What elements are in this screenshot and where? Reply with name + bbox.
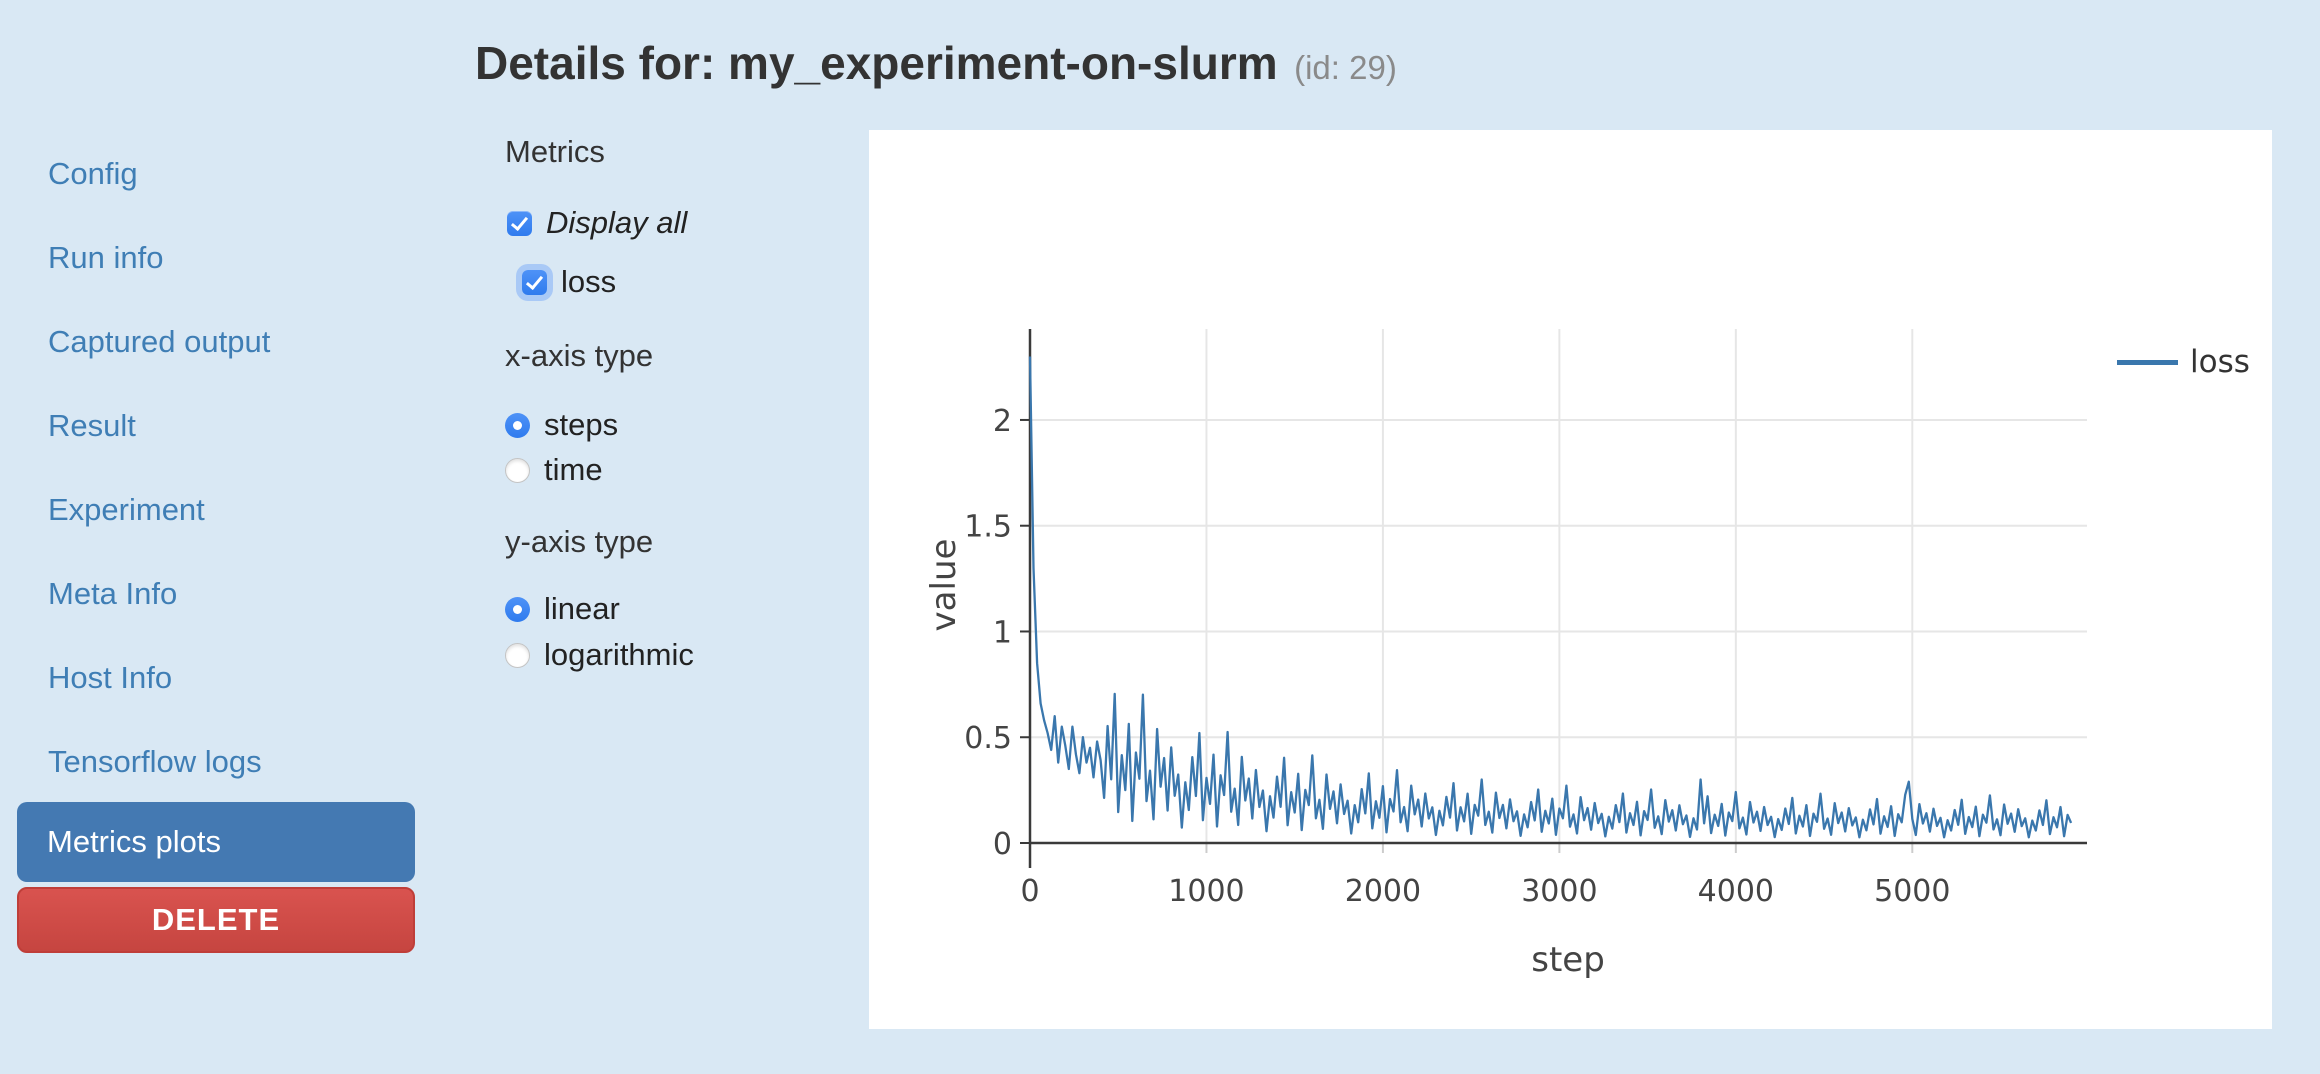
legend-item-loss[interactable]: loss — [2117, 342, 2250, 382]
sidebar-item: Host Info — [48, 660, 270, 744]
y-axis-type-heading: y-axis type — [505, 524, 654, 559]
page-title-id: (id: 29) — [1294, 49, 1397, 86]
sidebar-item-host-info[interactable]: Host Info — [48, 660, 173, 695]
steps-radio[interactable] — [505, 412, 530, 438]
sidebar-item-metrics-plots[interactable]: Metrics plots — [17, 802, 415, 882]
delete-button[interactable]: DELETE — [17, 887, 415, 953]
loss-checkbox-label: loss — [561, 264, 617, 299]
sidebar-item: Captured output — [48, 324, 270, 408]
logarithmic-radio-label: logarithmic — [544, 637, 694, 672]
y-axis-title: value — [924, 538, 964, 632]
y-tick-label: 2 — [993, 404, 1012, 439]
sidebar-item: Result — [48, 408, 270, 492]
x-tick-label: 1000 — [1168, 874, 1244, 909]
sidebar-item-captured-output[interactable]: Captured output — [48, 324, 271, 359]
y-tick-label: 0.5 — [964, 721, 1012, 756]
sidebar-item-result[interactable]: Result — [48, 408, 136, 443]
sidebar: Config Run info Captured output Result Exper… — [0, 0, 440, 1074]
page-title: Details for: my_experiment-on-slurm (id:… — [475, 36, 1397, 90]
sidebar-item-metrics-plots-label: Metrics plots — [47, 824, 221, 859]
x-tick-label: 0 — [1020, 874, 1039, 909]
legend-label: loss — [2190, 344, 2250, 380]
sidebar-item-run-info[interactable]: Run info — [48, 240, 164, 275]
sidebar-nav-list: Config Run info Captured output Result Exper… — [48, 156, 270, 828]
metric-checkbox-row-loss: loss — [522, 264, 616, 300]
x-axis-title: step — [1531, 940, 1605, 980]
x-tick-label: 2000 — [1345, 874, 1421, 909]
sidebar-item-config[interactable]: Config — [48, 156, 138, 191]
display-all-checkbox[interactable] — [507, 210, 532, 236]
display-all-label: Display all — [546, 205, 688, 240]
sidebar-item: Tensorflow logs — [48, 744, 270, 828]
sidebar-item: Experiment — [48, 492, 270, 576]
loss-chart-canvas[interactable]: 0 0.5 1 1.5 2 0 1000 2000 3000 4000 5000 — [869, 130, 2272, 1029]
x-tick-label: 3000 — [1521, 874, 1597, 909]
sidebar-item-meta-info[interactable]: Meta Info — [48, 576, 178, 611]
loss-line — [1028, 356, 2073, 839]
sidebar-item-tensorflow-logs[interactable]: Tensorflow logs — [48, 744, 262, 779]
x-tick-label: 4000 — [1698, 874, 1774, 909]
page-title-text: Details for: my_experiment-on-slurm — [475, 37, 1278, 89]
y-tick-label: 1 — [993, 615, 1012, 650]
delete-button-label: DELETE — [151, 902, 281, 937]
y-axis-radio-row-logarithmic: logarithmic — [505, 637, 694, 673]
x-axis-radio-row-steps: steps — [505, 407, 618, 443]
sidebar-item: Meta Info — [48, 576, 270, 660]
time-radio-label: time — [544, 452, 603, 487]
logarithmic-radio[interactable] — [505, 642, 530, 668]
metrics-heading: Metrics — [505, 134, 605, 169]
sidebar-item: Run info — [48, 240, 270, 324]
sidebar-item-experiment[interactable]: Experiment — [48, 492, 205, 527]
linear-radio[interactable] — [505, 596, 530, 622]
metrics-plot-panel: 0 0.5 1 1.5 2 0 1000 2000 3000 4000 5000 value ste… — [869, 130, 2272, 1029]
loss-checkbox[interactable] — [522, 269, 547, 295]
y-tick-label: 0 — [993, 827, 1012, 862]
y-axis-radio-row-linear: linear — [505, 591, 620, 627]
x-axis-radio-row-time: time — [505, 452, 603, 488]
linear-radio-label: linear — [544, 591, 620, 626]
display-all-checkbox-row: Display all — [507, 205, 687, 241]
x-tick-label: 5000 — [1874, 874, 1950, 909]
sidebar-item: Config — [48, 156, 270, 240]
time-radio[interactable] — [505, 457, 530, 483]
x-axis-type-heading: x-axis type — [505, 338, 654, 373]
legend-line-swatch — [2117, 359, 2178, 365]
steps-radio-label: steps — [544, 407, 619, 442]
y-tick-label: 1.5 — [964, 510, 1012, 545]
